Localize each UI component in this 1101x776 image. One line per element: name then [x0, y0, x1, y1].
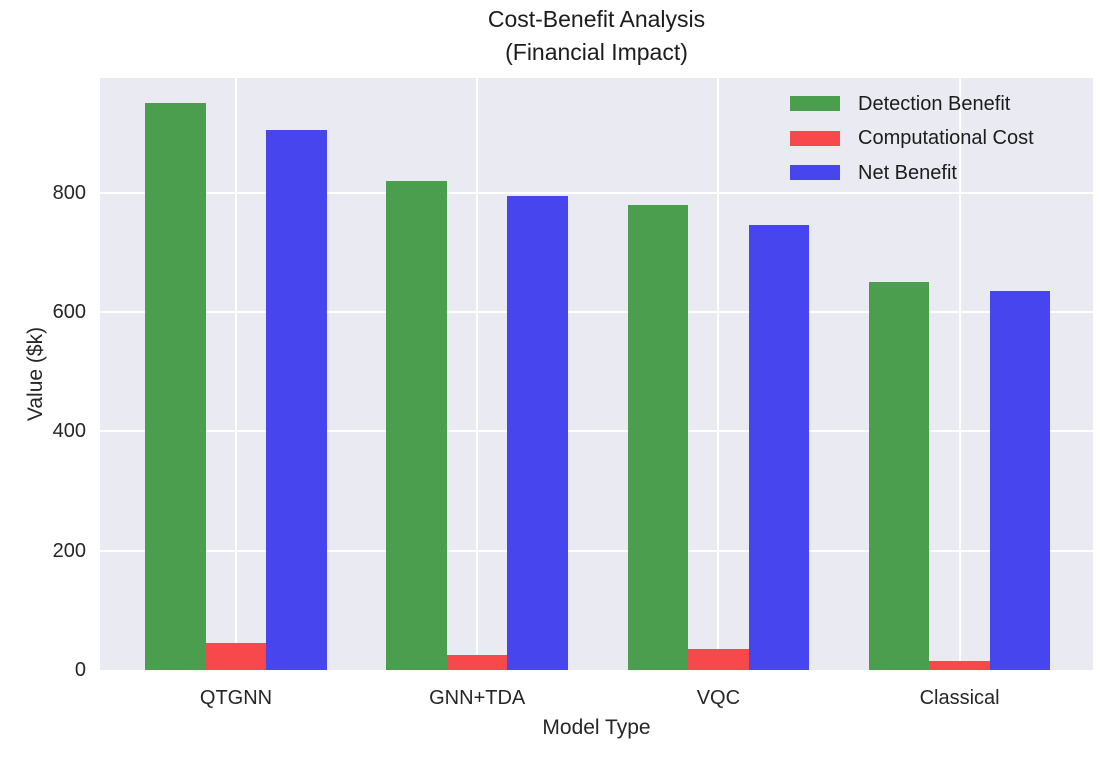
bar-computational-cost-classical: [929, 661, 990, 670]
x-tick-label-vqc: VQC: [696, 687, 741, 709]
legend-swatch-computational-cost: [790, 130, 840, 146]
bar-computational-cost-qtgnn: [205, 643, 267, 670]
gridline-horizontal: [100, 430, 1093, 433]
y-axis-label: Value ($k): [24, 326, 47, 422]
y-tick-label-400: 400: [52, 420, 86, 443]
y-tick-label-200: 200: [52, 539, 86, 562]
gridline-vertical: [958, 78, 961, 670]
bar-net-benefit-gnn-tda: [507, 195, 568, 670]
y-tick-label-600: 600: [52, 300, 86, 323]
x-tick-label-gnn-tda: GNN+TDA: [429, 687, 526, 709]
bar-computational-cost-vqc: [688, 649, 749, 670]
bar-net-benefit-qtgnn: [266, 129, 327, 670]
bar-net-benefit-vqc: [748, 225, 810, 670]
bar-net-benefit-classical: [989, 291, 1051, 670]
legend-label-computational-cost: Computational Cost: [858, 127, 1034, 149]
y-tick-label-800: 800: [52, 181, 86, 204]
gridline-vertical: [476, 78, 479, 670]
chart-title: Cost-Benefit Analysis (Financial Impact): [100, 3, 1093, 69]
gridline-horizontal: [100, 549, 1093, 552]
gridline-horizontal: [100, 310, 1093, 313]
bar-detection-benefit-classical: [868, 282, 930, 670]
plot-area: [100, 78, 1093, 670]
chart-title-line2: (Financial Impact): [505, 39, 688, 65]
x-tick-label-classical: Classical: [919, 687, 1000, 709]
gridline-vertical: [717, 78, 720, 670]
gridline-vertical: [235, 78, 237, 670]
bar-detection-benefit-qtgnn: [145, 103, 206, 670]
bar-computational-cost-gnn-tda: [446, 655, 508, 670]
legend-swatch-detection-benefit: [790, 96, 840, 111]
y-tick-label-0: 0: [74, 659, 86, 681]
x-axis-label: Model Type: [542, 716, 651, 739]
bar-detection-benefit-gnn-tda: [386, 180, 447, 670]
legend-label-net-benefit: Net Benefit: [858, 161, 957, 184]
bar-detection-benefit-vqc: [627, 204, 689, 670]
chart-title-line1: Cost-Benefit Analysis: [487, 6, 706, 32]
gridline-horizontal: [100, 191, 1093, 194]
legend-label-detection-benefit: Detection Benefit: [858, 92, 1011, 115]
legend-swatch-net-benefit: [790, 165, 840, 180]
x-tick-label-qtgnn: QTGNN: [199, 687, 273, 709]
